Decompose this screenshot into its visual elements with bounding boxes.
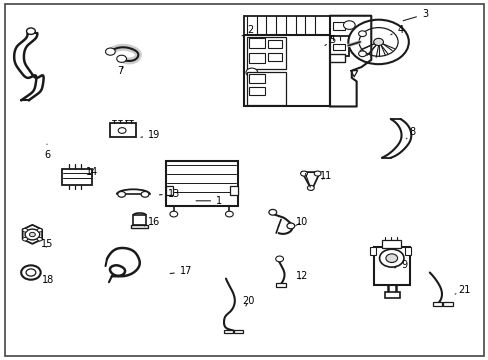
Text: 3: 3 [403,9,427,21]
Bar [276,283,285,287]
Bar [249,74,264,83]
Circle shape [105,48,115,55]
Circle shape [358,51,366,57]
Circle shape [245,68,257,77]
Circle shape [358,31,366,37]
Circle shape [169,211,177,217]
Circle shape [141,192,149,197]
Circle shape [37,228,42,232]
Bar [133,215,146,225]
Circle shape [373,39,383,45]
Bar [246,37,285,69]
Bar [332,44,345,50]
Circle shape [22,228,27,232]
Bar [233,330,242,333]
Text: 9: 9 [394,260,407,270]
Circle shape [225,211,233,217]
Bar [443,302,452,306]
Text: 8: 8 [406,127,415,139]
Bar [249,87,264,95]
Text: 5: 5 [325,35,335,45]
Circle shape [343,21,354,30]
Text: 7: 7 [117,66,123,76]
Circle shape [275,256,283,262]
Text: 18: 18 [42,275,55,285]
Circle shape [268,210,276,215]
Bar [373,247,409,285]
Text: 15: 15 [41,239,53,249]
Bar [61,168,92,185]
Bar [382,240,400,248]
Text: 10: 10 [295,217,307,227]
Bar [249,53,264,63]
Circle shape [286,223,294,229]
Circle shape [25,229,40,240]
Circle shape [26,269,36,276]
Bar [267,53,281,60]
Circle shape [314,171,321,176]
Bar [332,22,345,30]
Text: 20: 20 [242,296,254,306]
Bar [313,54,345,62]
Bar [244,35,329,107]
Text: 6: 6 [44,144,50,160]
Text: 17: 17 [170,266,192,276]
Bar [267,40,281,48]
Text: 4: 4 [390,25,403,35]
Circle shape [37,237,42,241]
Bar [246,72,285,105]
Circle shape [358,28,397,56]
Bar [432,302,442,306]
Text: 14: 14 [86,167,98,177]
Bar [224,330,232,333]
Bar [165,186,172,195]
Text: 2: 2 [242,25,253,36]
Bar [110,123,136,137]
Bar [384,292,399,298]
Text: 12: 12 [295,271,307,281]
Circle shape [21,265,41,280]
Bar [405,247,410,255]
Text: 1: 1 [196,196,222,206]
Bar [165,161,237,206]
Text: 16: 16 [144,217,160,227]
Circle shape [247,80,255,86]
Bar [310,36,348,55]
Circle shape [307,185,314,190]
Text: 21: 21 [454,285,470,296]
Circle shape [385,254,397,262]
Bar [244,16,329,36]
Circle shape [347,20,408,64]
Bar [230,186,237,195]
Circle shape [117,55,126,62]
Circle shape [29,232,35,237]
Circle shape [118,128,126,134]
Text: 13: 13 [159,189,180,199]
Bar [249,39,264,48]
Text: 11: 11 [320,171,332,181]
Circle shape [379,249,403,267]
Bar [369,247,375,255]
Bar [347,40,356,46]
Circle shape [26,28,35,35]
Bar [131,225,148,228]
Circle shape [300,171,307,176]
Text: 19: 19 [141,130,160,140]
Circle shape [118,192,125,197]
Circle shape [22,237,27,241]
